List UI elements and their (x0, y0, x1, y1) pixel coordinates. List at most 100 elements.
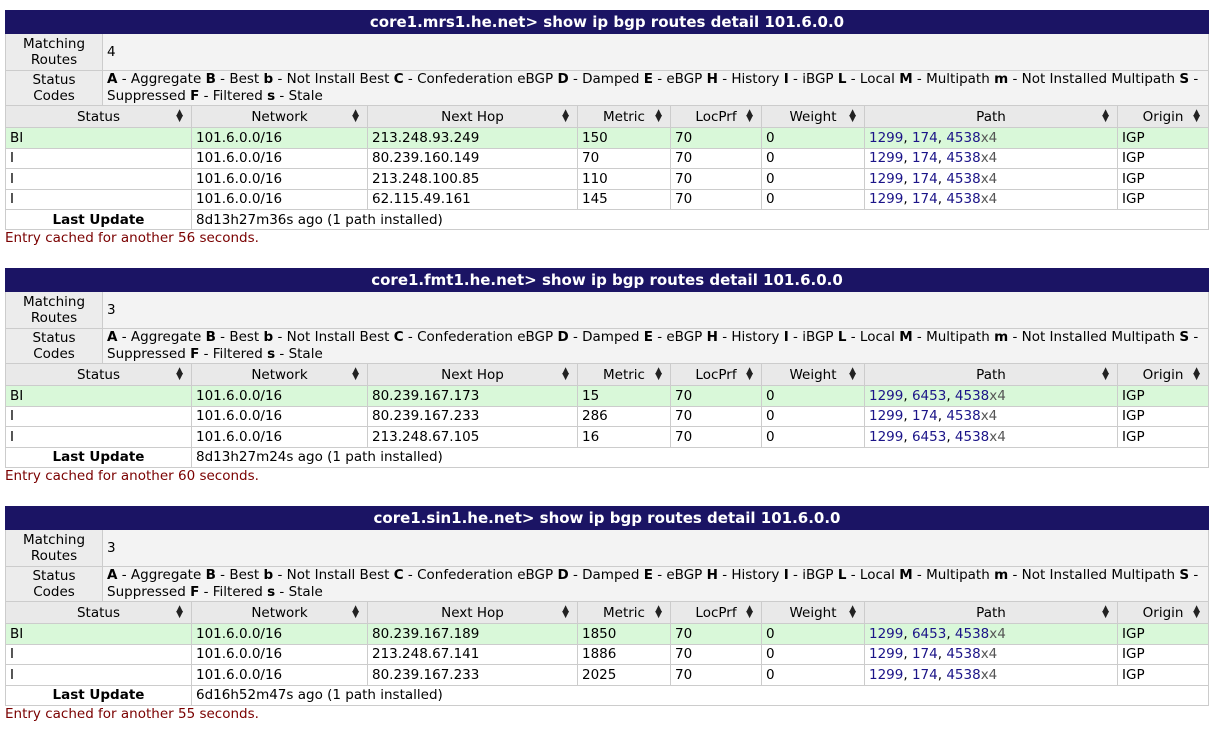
status-code-desc: - Suppressed (107, 567, 1199, 600)
column-header-origin[interactable]: Origin ▲ ▼ (1117, 602, 1210, 624)
status-code-key: B (205, 71, 216, 87)
sort-icon[interactable]: ▲ ▼ (655, 366, 662, 382)
sort-icon[interactable]: ▲ ▼ (176, 108, 183, 124)
as-link[interactable]: 4538 (954, 387, 990, 404)
sort-icon[interactable]: ▲ ▼ (1193, 366, 1201, 382)
sort-icon[interactable]: ▲ ▼ (1102, 366, 1109, 382)
as-link[interactable]: 1299 (869, 428, 904, 445)
column-header-network[interactable]: Network ▲ ▼ (191, 106, 367, 128)
sort-icon[interactable]: ▲ ▼ (562, 366, 569, 382)
sort-icon[interactable]: ▲ ▼ (849, 604, 856, 620)
as-link[interactable]: 174 (911, 646, 938, 663)
column-header-network[interactable]: Network ▲ ▼ (191, 364, 367, 386)
column-header-locprf[interactable]: LocPrf ▲ ▼ (670, 106, 761, 128)
cell-metric: 1886 (577, 644, 670, 665)
cell-nexthop: 80.239.167.173 (367, 386, 577, 407)
sort-icon[interactable]: ▲ ▼ (1102, 604, 1109, 620)
as-link[interactable]: 4538 (946, 129, 981, 146)
as-prepend-count: x4 (989, 428, 1006, 445)
command-title: core1.fmt1.he.net> show ip bgp routes de… (5, 268, 1209, 292)
column-header-path[interactable]: Path ▲ ▼ (864, 106, 1117, 128)
cell-nexthop: 80.239.160.149 (367, 148, 577, 169)
sort-icon[interactable]: ▲ ▼ (176, 366, 183, 382)
sort-icon[interactable]: ▲ ▼ (352, 604, 359, 620)
column-header-locprf[interactable]: LocPrf ▲ ▼ (670, 602, 761, 624)
as-link[interactable]: 1299 (869, 387, 904, 404)
as-link[interactable]: 4538 (946, 646, 981, 663)
as-link[interactable]: 6453 (911, 387, 947, 404)
sort-icon[interactable]: ▲ ▼ (746, 366, 753, 382)
cell-network: 101.6.0.0/16 (191, 169, 367, 190)
as-link[interactable]: 4538 (946, 170, 981, 187)
column-header-metric[interactable]: Metric ▲ ▼ (577, 602, 670, 624)
sort-icon[interactable]: ▲ ▼ (1193, 108, 1201, 124)
as-link[interactable]: 174 (911, 666, 938, 683)
column-header-locprf[interactable]: LocPrf ▲ ▼ (670, 364, 761, 386)
as-link[interactable]: 4538 (954, 625, 990, 642)
sort-icon[interactable]: ▲ ▼ (1193, 604, 1201, 620)
cell-locprf: 70 (670, 406, 761, 427)
cell-metric: 286 (577, 406, 670, 427)
as-link[interactable]: 1299 (869, 170, 904, 187)
as-link[interactable]: 1299 (869, 150, 904, 167)
as-link[interactable]: 1299 (869, 408, 904, 425)
column-header-status[interactable]: Status ▲ ▼ (5, 364, 191, 386)
as-link[interactable]: 6453 (911, 428, 947, 445)
sort-icon[interactable]: ▲ ▼ (849, 366, 856, 382)
column-header-path[interactable]: Path ▲ ▼ (864, 602, 1117, 624)
table-row: I 101.6.0.0/16 80.239.167.233 2025 70 0 1299, … (5, 665, 1210, 686)
column-header-network[interactable]: Network ▲ ▼ (191, 602, 367, 624)
as-link[interactable]: 174 (911, 129, 938, 146)
column-header-path[interactable]: Path ▲ ▼ (864, 364, 1117, 386)
as-link[interactable]: 174 (911, 408, 938, 425)
as-link[interactable]: 4538 (946, 191, 981, 208)
as-link[interactable]: 1299 (869, 625, 904, 642)
as-link[interactable]: 1299 (869, 646, 904, 663)
column-header-status[interactable]: Status ▲ ▼ (5, 602, 191, 624)
column-header-weight[interactable]: Weight ▲ ▼ (761, 106, 864, 128)
cell-locprf: 70 (670, 128, 761, 149)
sort-icon[interactable]: ▲ ▼ (562, 604, 569, 620)
as-link[interactable]: 4538 (954, 428, 990, 445)
column-header-label: Metric (603, 366, 645, 383)
sort-icon[interactable]: ▲ ▼ (352, 366, 359, 382)
sort-icon[interactable]: ▲ ▼ (746, 604, 753, 620)
as-link[interactable]: 6453 (911, 625, 947, 642)
table-row: I 101.6.0.0/16 62.115.49.161 145 70 0 1299, 17… (5, 189, 1210, 210)
sort-icon[interactable]: ▲ ▼ (849, 108, 856, 124)
cell-locprf: 70 (670, 169, 761, 190)
column-header-weight[interactable]: Weight ▲ ▼ (761, 602, 864, 624)
as-link[interactable]: 174 (911, 170, 938, 187)
column-header-nexthop[interactable]: Next Hop ▲ ▼ (367, 602, 577, 624)
sort-icon[interactable]: ▲ ▼ (1102, 108, 1109, 124)
column-header-metric[interactable]: Metric ▲ ▼ (577, 106, 670, 128)
as-link[interactable]: 4538 (946, 408, 981, 425)
sort-icon[interactable]: ▲ ▼ (655, 108, 662, 124)
cell-origin: IGP (1117, 427, 1210, 448)
as-link[interactable]: 174 (911, 150, 938, 167)
sort-icon[interactable]: ▲ ▼ (562, 108, 569, 124)
status-code-key: E (643, 329, 653, 345)
column-header-metric[interactable]: Metric ▲ ▼ (577, 364, 670, 386)
as-link[interactable]: 174 (911, 191, 938, 208)
cell-nexthop: 213.248.67.141 (367, 644, 577, 665)
as-link[interactable]: 4538 (946, 666, 981, 683)
as-link[interactable]: 1299 (869, 666, 904, 683)
as-link[interactable]: 1299 (869, 129, 904, 146)
sort-icon[interactable]: ▲ ▼ (655, 604, 662, 620)
as-link[interactable]: 1299 (869, 191, 904, 208)
column-header-nexthop[interactable]: Next Hop ▲ ▼ (367, 106, 577, 128)
column-header-status[interactable]: Status ▲ ▼ (5, 106, 191, 128)
cell-status: I (5, 148, 191, 169)
status-code-desc: - Filtered (199, 346, 268, 362)
column-header-nexthop[interactable]: Next Hop ▲ ▼ (367, 364, 577, 386)
cell-status: I (5, 406, 191, 427)
sort-icon[interactable]: ▲ ▼ (746, 108, 753, 124)
sort-icon[interactable]: ▲ ▼ (352, 108, 359, 124)
column-header-weight[interactable]: Weight ▲ ▼ (761, 364, 864, 386)
as-link[interactable]: 4538 (946, 150, 981, 167)
sort-icon[interactable]: ▲ ▼ (176, 604, 183, 620)
status-code-key: s (267, 584, 276, 600)
column-header-origin[interactable]: Origin ▲ ▼ (1117, 364, 1210, 386)
column-header-origin[interactable]: Origin ▲ ▼ (1117, 106, 1210, 128)
